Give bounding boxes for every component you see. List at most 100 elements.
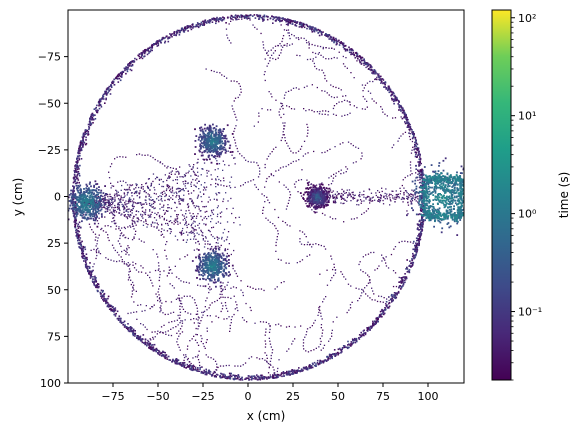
heatmap-cell — [358, 297, 361, 299]
heatmap-cell — [99, 99, 102, 101]
heatmap-cell — [194, 25, 196, 28]
heatmap-cell — [182, 198, 184, 200]
heatmap-cell — [378, 295, 380, 297]
heatmap-cell — [75, 165, 77, 167]
heatmap-cell — [192, 216, 194, 218]
heatmap-cell — [319, 343, 322, 345]
heatmap-cell — [119, 79, 122, 82]
heatmap-cell — [276, 236, 278, 238]
heatmap-cell — [176, 332, 178, 334]
heatmap-cell — [116, 206, 119, 208]
heatmap-cell — [258, 288, 260, 290]
heatmap-cell — [309, 206, 311, 208]
heatmap-cell — [262, 44, 265, 46]
heatmap-cell — [219, 374, 222, 377]
heatmap-cell — [203, 345, 205, 348]
heatmap-cell — [85, 142, 88, 145]
heatmap-cell — [200, 372, 203, 374]
heatmap-cell — [167, 204, 169, 206]
heatmap-cell — [411, 149, 413, 151]
heatmap-cell — [142, 217, 144, 219]
heatmap-cell — [272, 175, 275, 177]
heatmap-cell — [289, 374, 291, 376]
heatmap-cell — [134, 191, 137, 193]
heatmap-cell — [328, 34, 331, 37]
heatmap-cell — [176, 179, 179, 181]
heatmap-cell — [266, 357, 268, 359]
heatmap-cell — [80, 245, 82, 247]
heatmap-cell — [132, 217, 134, 219]
heatmap-cell — [182, 219, 184, 221]
heatmap-cell — [105, 300, 107, 303]
heatmap-cell — [136, 195, 138, 197]
heatmap-cell — [419, 158, 422, 160]
heatmap-cell — [76, 181, 78, 184]
heatmap-cell — [322, 301, 324, 303]
heatmap-cell — [147, 187, 150, 190]
heatmap-cell — [118, 199, 121, 201]
heatmap-cell — [361, 59, 363, 62]
heatmap-cell — [234, 15, 237, 17]
heatmap-cell — [236, 81, 238, 83]
heatmap-cell — [197, 354, 199, 356]
heatmap-cell — [267, 376, 270, 378]
heatmap-cell — [368, 327, 371, 329]
heatmap-cell — [269, 376, 272, 378]
heatmap-cell — [268, 367, 270, 369]
heatmap-cell — [292, 370, 294, 373]
heatmap-cell — [128, 64, 131, 67]
heatmap-cell — [230, 42, 232, 44]
heatmap-cell — [107, 88, 110, 90]
heatmap-cell — [92, 115, 95, 117]
heatmap-cell — [91, 270, 93, 273]
heatmap-cell — [135, 58, 138, 61]
heatmap-cell — [353, 77, 355, 79]
heatmap-cell — [118, 317, 121, 320]
heatmap-cell — [407, 122, 409, 125]
heatmap-cell — [209, 373, 211, 375]
heatmap-cell — [203, 246, 206, 248]
heatmap-cell — [131, 293, 134, 295]
heatmap-cell — [212, 209, 215, 211]
heatmap-cell — [127, 265, 129, 267]
heatmap-cell — [182, 176, 184, 178]
heatmap-cell — [285, 186, 287, 188]
heatmap-cell — [282, 371, 285, 373]
heatmap-cell — [408, 122, 411, 125]
heatmap-cell — [403, 279, 406, 282]
heatmap-cell — [335, 37, 337, 40]
heatmap-cell — [259, 321, 262, 323]
heatmap-cell — [175, 31, 178, 33]
heatmap-cell — [286, 29, 288, 31]
heatmap-cell — [406, 119, 408, 122]
heatmap-cell — [394, 196, 396, 198]
heatmap-cell — [194, 207, 196, 209]
heatmap-cell — [78, 243, 81, 245]
heatmap-cell — [330, 175, 332, 177]
heatmap-cell — [106, 205, 108, 208]
heatmap-cell — [280, 282, 282, 284]
heatmap-cell — [174, 173, 176, 175]
heatmap-cell — [232, 19, 234, 21]
heatmap-cell — [318, 363, 321, 365]
heatmap-cell — [124, 201, 126, 204]
heatmap-cell — [245, 302, 247, 305]
heatmap-cell — [190, 183, 192, 185]
heatmap-cell — [334, 146, 336, 148]
heatmap-cell — [203, 369, 205, 372]
heatmap-cell — [282, 372, 285, 375]
heatmap-cell — [99, 253, 102, 255]
heatmap-cell — [392, 117, 394, 119]
heatmap-cell — [229, 374, 232, 376]
heatmap-cell — [404, 277, 406, 279]
heatmap-cell — [109, 203, 111, 205]
heatmap-cell — [77, 232, 79, 235]
heatmap-cell — [151, 46, 154, 48]
heatmap-cell — [326, 284, 329, 286]
heatmap-cell — [200, 174, 202, 176]
heatmap-cell — [318, 311, 320, 314]
heatmap-cell — [287, 202, 289, 204]
heatmap-cell — [277, 376, 279, 378]
heatmap-cell — [346, 100, 348, 102]
heatmap-cell — [371, 72, 373, 74]
